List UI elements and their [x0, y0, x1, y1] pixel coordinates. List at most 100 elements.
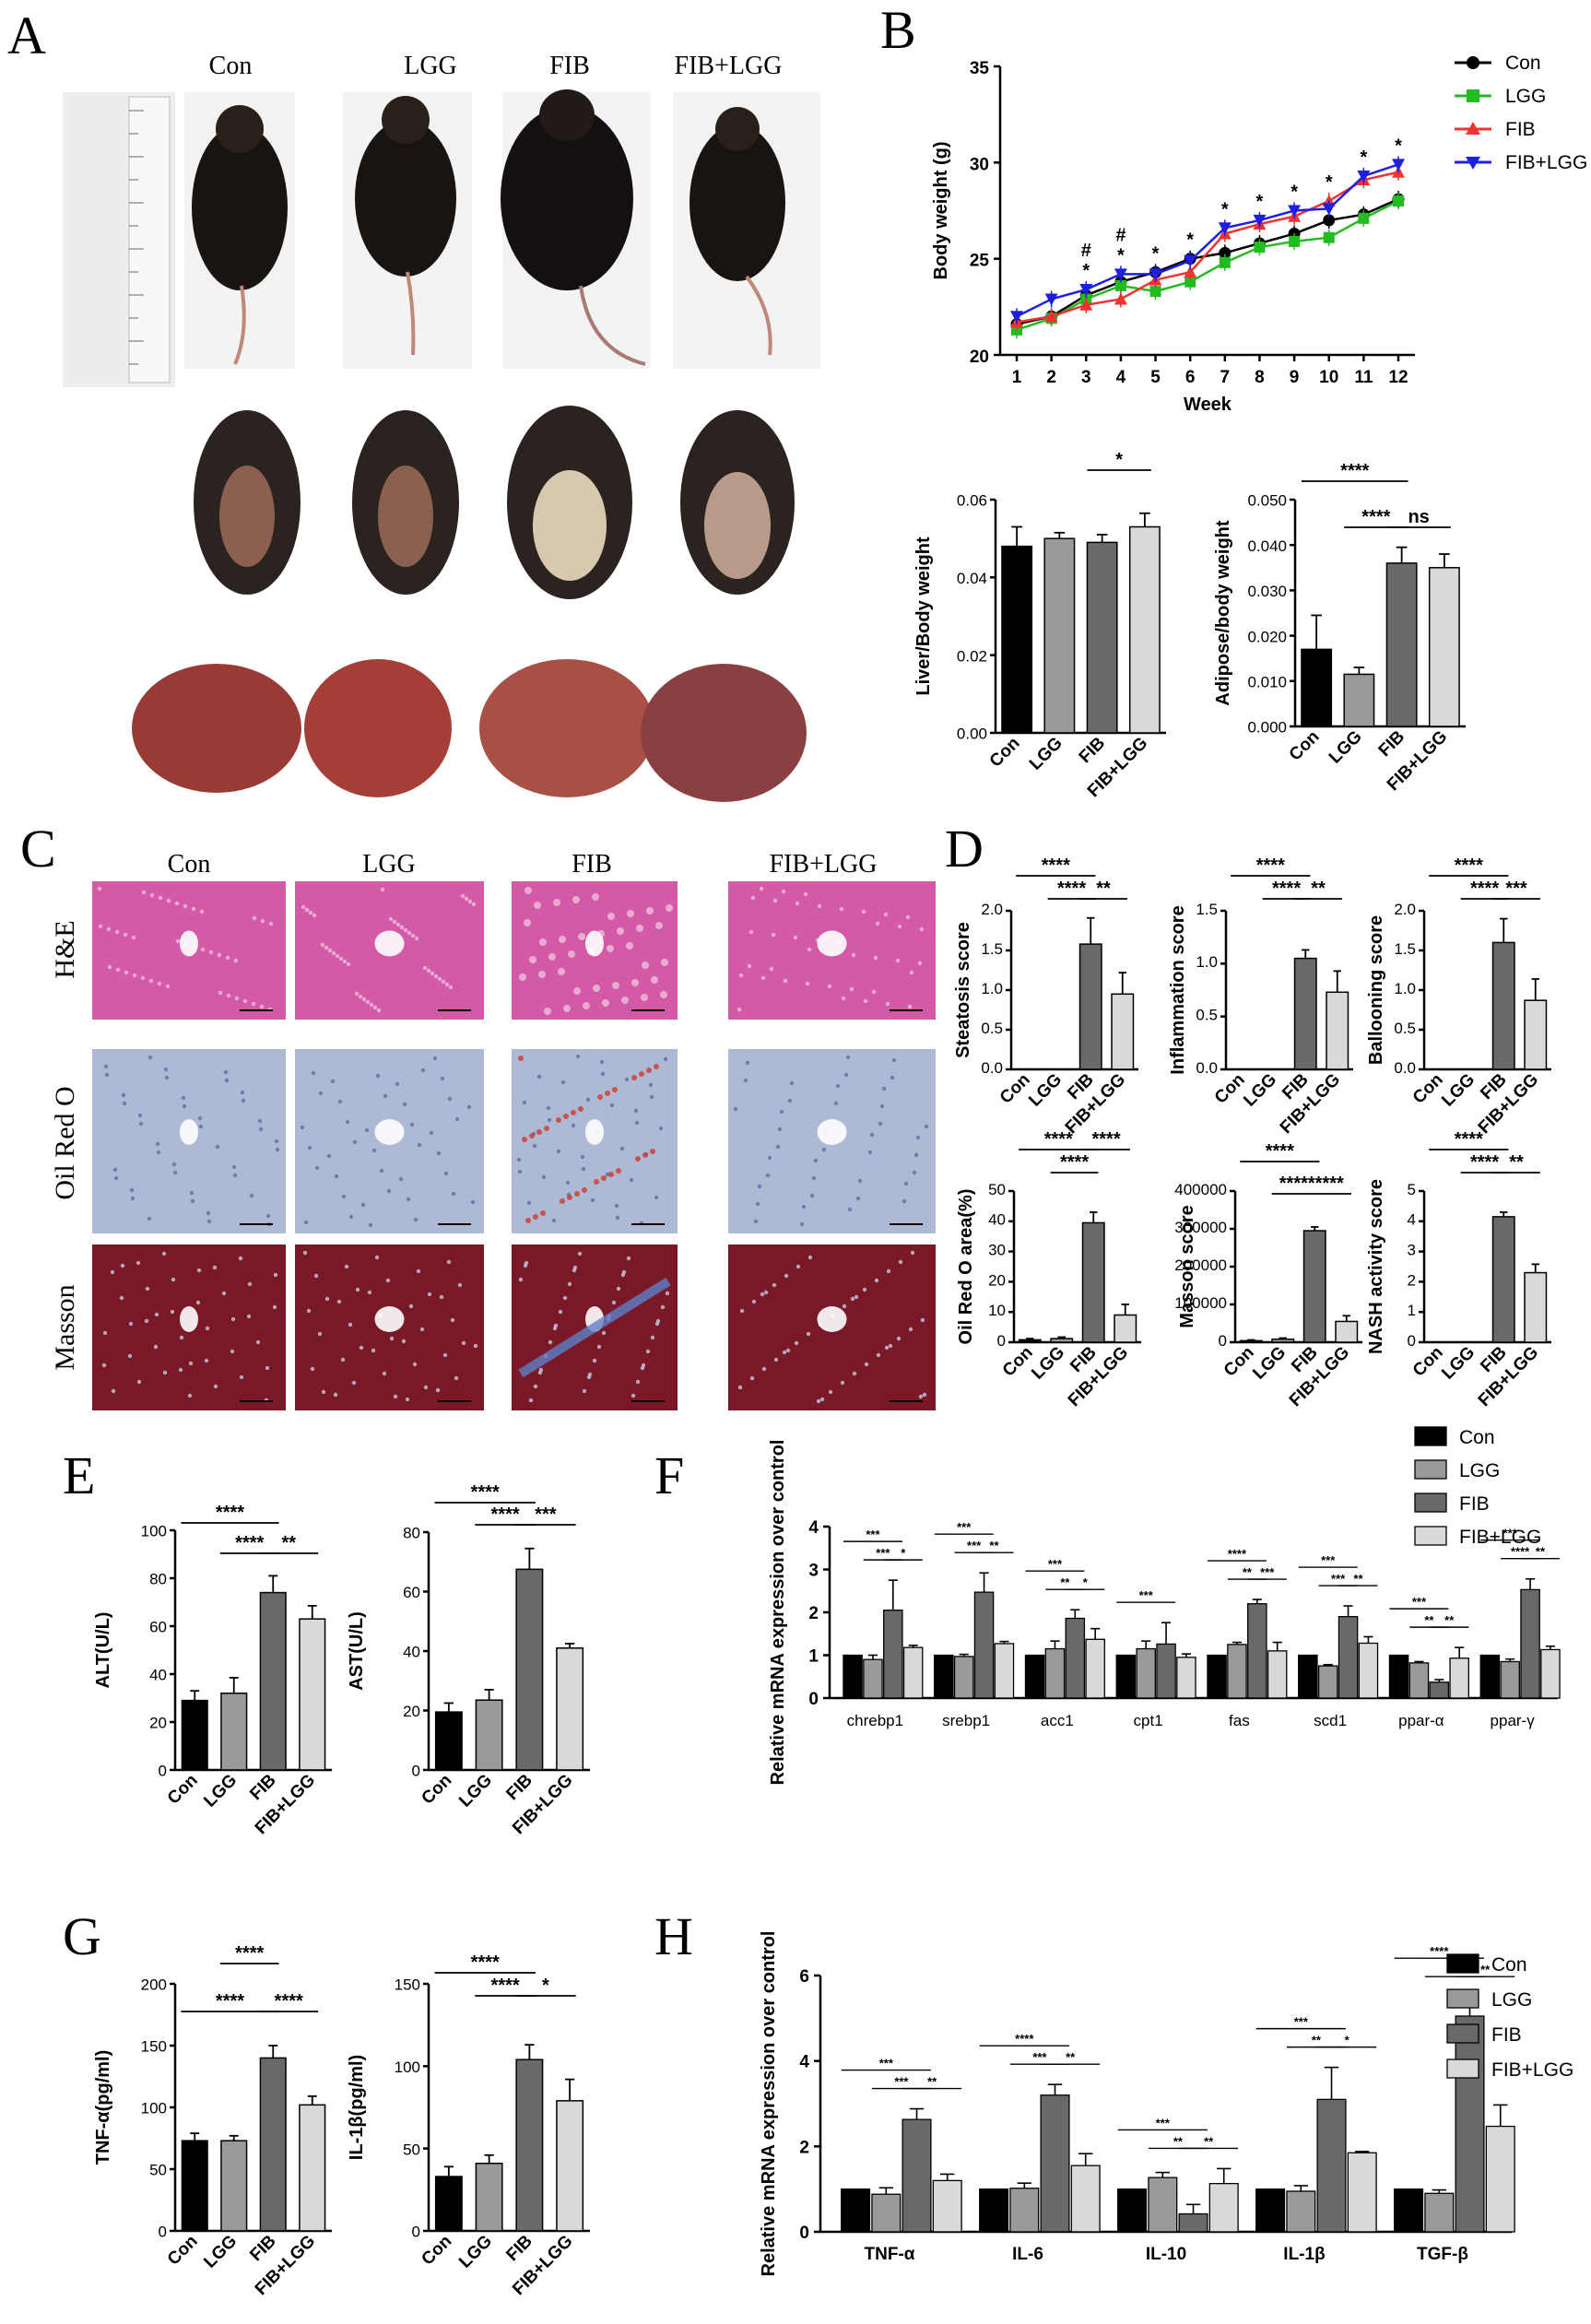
histo-texture-dot — [651, 976, 658, 984]
histo-texture-dot — [737, 1007, 742, 1012]
x-tick-label: IL-1β — [1283, 2245, 1325, 2264]
x-tick-label: scd1 — [1314, 1712, 1347, 1729]
y-tick-label: 60 — [149, 1619, 167, 1636]
histo-texture-dot — [157, 981, 162, 986]
lipid-droplet — [646, 1068, 652, 1073]
sig-label: *** — [1156, 2116, 1171, 2129]
histo-texture-dot — [215, 1144, 220, 1150]
histo-texture-dot — [454, 1116, 460, 1122]
histo-texture-dot — [195, 1300, 201, 1305]
histo-texture-dot — [745, 1060, 750, 1066]
y-axis-title: Ballooning score — [1366, 915, 1386, 1065]
histo-texture-dot — [247, 1281, 253, 1287]
bar-lgg — [1317, 1665, 1338, 1699]
histo-texture-dot — [181, 1095, 186, 1101]
bar-fib — [1429, 1681, 1450, 1699]
histo-texture-dot — [318, 1091, 324, 1096]
star-annotation: * — [1152, 243, 1160, 264]
histo-texture-dot — [750, 895, 756, 901]
panel-letter-f: F — [654, 1445, 684, 1505]
sig-label: **** — [1361, 507, 1390, 527]
histo-texture-dot — [529, 956, 536, 963]
x-tick-label: FIB+LGG — [1062, 1070, 1129, 1138]
steatosis-chart: 0.00.51.01.52.0ConLGGFIBFIB+LGGSteatosis… — [953, 855, 1138, 1138]
panel-letter-e: E — [63, 1445, 95, 1505]
histo-texture-dot — [367, 1290, 372, 1295]
y-tick-label: 1.5 — [1394, 940, 1416, 958]
sig-label: ** — [1444, 1613, 1455, 1627]
panel-letter-b: B — [880, 0, 916, 60]
legend-swatch — [1446, 2059, 1479, 2079]
panel-f: F 0 1 2 3 4 Relative mRNA expression over con… — [654, 1426, 1561, 1785]
sig-label: ** — [1312, 2034, 1322, 2047]
data-point — [1184, 254, 1197, 267]
x-tick-label: FIB — [246, 2232, 279, 2265]
histo-texture-dot — [212, 1265, 218, 1270]
x-tick-label: LGG — [1438, 1343, 1479, 1384]
histo-texture-dot — [120, 1263, 125, 1268]
collagen-fiber — [518, 1277, 671, 1378]
histo-texture-dot — [417, 1142, 422, 1148]
y-tick-label: 3 — [808, 1562, 819, 1581]
histo-texture-dot — [803, 891, 808, 897]
y-tick-label: 2 — [1408, 1271, 1416, 1289]
histo-texture-dot — [324, 1296, 330, 1302]
y-tick-label: 1.0 — [981, 980, 1003, 997]
histo-texture-dot — [895, 958, 901, 963]
histo-texture-dot — [407, 930, 412, 936]
series-line-3 — [1016, 163, 1399, 318]
bar-con — [181, 2140, 208, 2232]
bar-lgg — [220, 2140, 248, 2232]
histo-texture-dot — [171, 1162, 177, 1167]
bar-con — [434, 2176, 463, 2232]
histo-texture-dot — [403, 927, 408, 933]
y-axis-title: Body weight (g) — [931, 142, 951, 280]
histo-texture-dot — [857, 1178, 863, 1184]
sig-label: *** — [1321, 1553, 1336, 1567]
histo-texture-dot — [563, 1005, 571, 1012]
hash-annotation: # — [1081, 241, 1091, 261]
y-tick-label: 400000 — [1174, 1181, 1227, 1198]
histo-texture-dot — [172, 1170, 178, 1175]
histo-texture-dot — [871, 989, 877, 995]
legend-swatch — [1446, 1988, 1479, 2009]
histo-texture-dot — [314, 1165, 320, 1171]
panel-h: H 0 2 4 6 Relative mRNA expression over cont… — [654, 1906, 1573, 2276]
sig-label: *** — [1505, 879, 1527, 899]
histo-texture-dot — [399, 925, 405, 930]
histo-texture-dot — [757, 1184, 762, 1189]
sig-label: **** — [1042, 855, 1070, 876]
sig-label: **** — [1455, 855, 1483, 876]
bar-lgg — [1044, 1647, 1066, 1699]
sig-label: * — [901, 1546, 906, 1560]
lipid-droplet — [635, 1156, 641, 1162]
bar-fib-lgg — [1326, 991, 1349, 1070]
histo-texture-dot — [466, 1104, 472, 1110]
histo-texture-dot — [516, 1157, 522, 1162]
histo-texture-dot — [138, 1121, 144, 1127]
x-tick-label: 2 — [1046, 368, 1056, 387]
histo-texture-dot — [174, 901, 180, 906]
histo-title-con: Con — [168, 850, 211, 879]
y-tick-label: 6 — [799, 1967, 809, 1987]
histo-texture-dot — [147, 1055, 153, 1060]
histo-texture-dot — [274, 1138, 279, 1144]
histo-texture-dot — [433, 973, 439, 979]
y-axis-title: Adipose/body weight — [1213, 520, 1233, 705]
x-tick-label: Con — [418, 1771, 455, 1809]
histo-texture-dot — [738, 973, 744, 978]
histo-texture-dot — [537, 1370, 543, 1375]
histo-vessel — [374, 930, 405, 957]
data-point — [1289, 235, 1301, 247]
histo-texture-dot — [409, 1122, 415, 1127]
lipid-mrna-chart: 0 1 2 3 4 Relative mRNA expression over contr… — [768, 1426, 1561, 1785]
group-title-fib-lgg: FIB+LGG — [675, 52, 783, 80]
histo-texture-dot — [807, 1255, 813, 1260]
histo-texture-dot — [107, 964, 112, 970]
bar-fib-lgg — [1085, 1638, 1105, 1699]
histo-texture-dot — [600, 1071, 606, 1077]
sig-label: *** — [1260, 1565, 1275, 1579]
histo-texture-dot — [132, 973, 137, 978]
